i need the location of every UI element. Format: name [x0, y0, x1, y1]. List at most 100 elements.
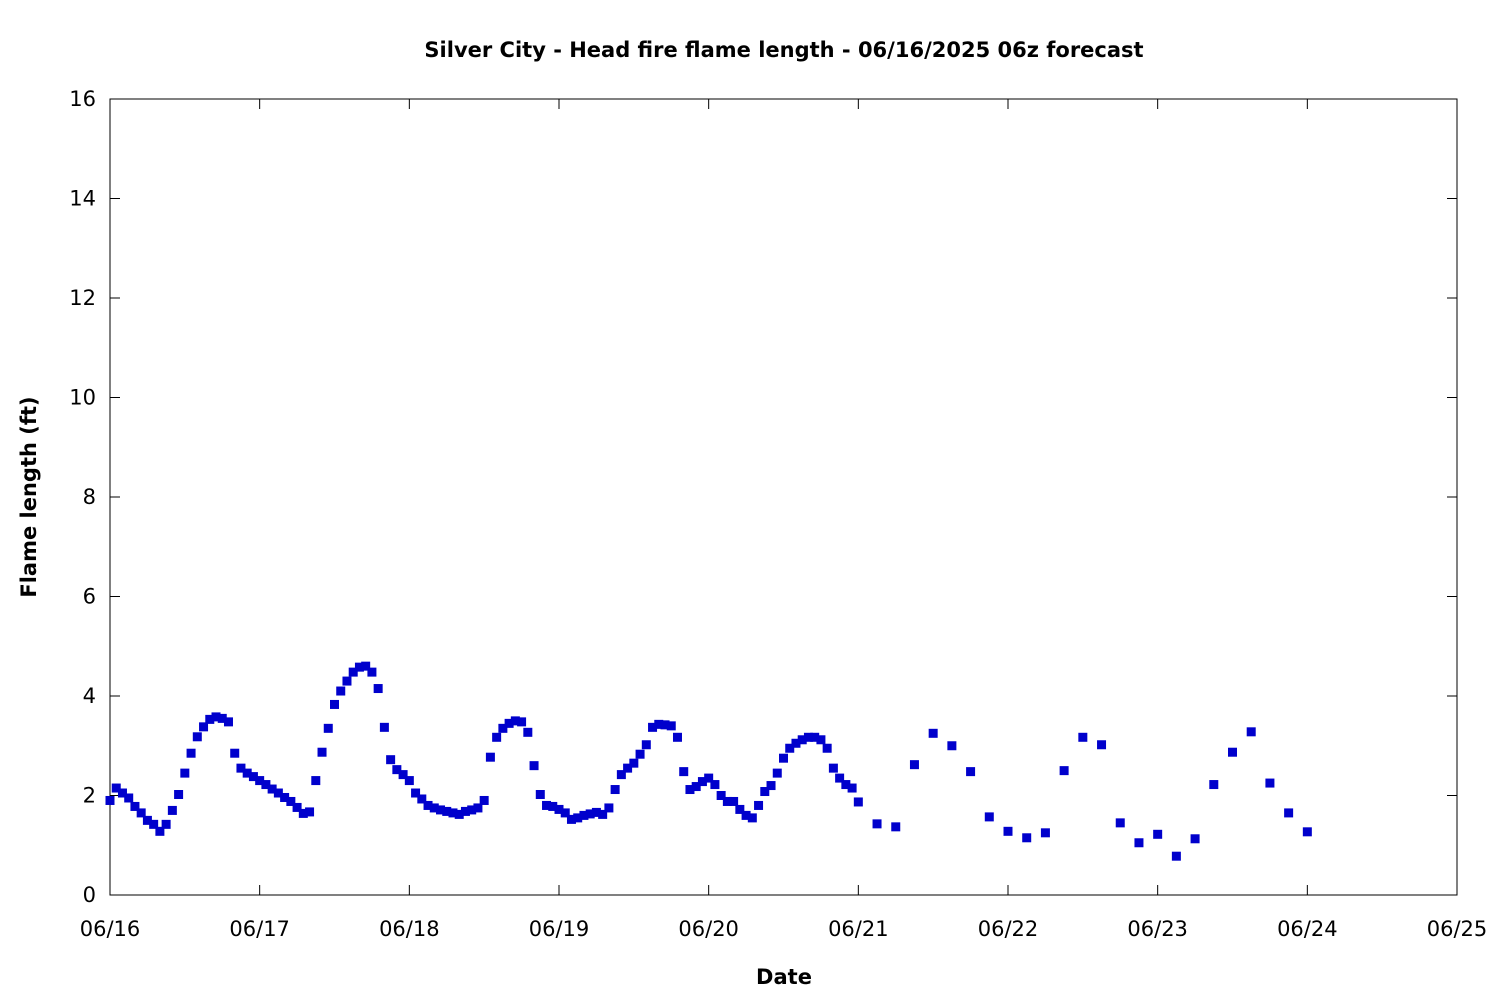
data-point	[754, 800, 764, 810]
x-tick-label: 06/23	[1127, 917, 1188, 941]
data-point	[136, 808, 146, 818]
data-point	[835, 773, 845, 783]
data-point	[373, 684, 383, 694]
data-point	[236, 763, 246, 773]
data-point	[660, 720, 670, 730]
data-point	[716, 791, 726, 800]
data-point	[1265, 778, 1275, 788]
data-point	[560, 808, 570, 818]
data-point	[1078, 732, 1088, 742]
data-point	[1115, 818, 1125, 828]
data-point	[803, 732, 813, 742]
data-point	[797, 735, 807, 745]
data-point	[598, 809, 608, 819]
data-point	[1040, 828, 1050, 838]
data-point	[348, 667, 358, 677]
data-point	[286, 796, 296, 806]
data-point	[947, 741, 957, 751]
data-point	[523, 727, 533, 737]
data-point	[423, 800, 433, 810]
y-tick-label: 12	[69, 286, 96, 310]
x-tick-label: 06/16	[80, 917, 141, 941]
data-point	[579, 810, 589, 820]
data-point	[492, 732, 502, 742]
data-point	[1059, 766, 1069, 776]
data-point	[691, 782, 701, 792]
chart-title: Silver City - Head fire flame length - 0…	[424, 38, 1143, 62]
data-point	[629, 758, 639, 768]
x-tick-label: 06/18	[379, 917, 440, 941]
data-point	[149, 819, 159, 829]
x-tick-label: 06/25	[1427, 917, 1488, 941]
data-point	[386, 755, 396, 765]
y-tick-label: 10	[69, 386, 96, 410]
data-point	[248, 772, 258, 782]
data-point	[130, 801, 140, 811]
data-point	[354, 662, 364, 672]
data-point	[610, 785, 620, 795]
data-point	[1246, 727, 1256, 737]
data-point	[498, 723, 508, 733]
data-point	[467, 805, 477, 815]
data-point	[1134, 838, 1144, 848]
data-point	[1302, 827, 1312, 837]
data-point	[853, 797, 863, 807]
plot-frame	[109, 98, 1458, 896]
data-point	[517, 717, 527, 727]
data-point	[454, 809, 464, 819]
data-point	[1022, 833, 1032, 843]
data-point	[573, 813, 583, 823]
data-point	[436, 805, 446, 815]
data-point	[323, 723, 333, 733]
data-point	[485, 752, 495, 762]
y-tick-label: 0	[83, 883, 96, 907]
data-point	[111, 783, 121, 793]
data-point	[367, 667, 377, 677]
data-point	[342, 676, 352, 686]
data-point	[298, 808, 308, 818]
data-point	[404, 776, 414, 786]
data-point	[785, 743, 795, 753]
data-point	[174, 790, 184, 800]
data-point	[105, 795, 115, 805]
data-point	[891, 822, 901, 832]
x-tick-label: 06/17	[229, 917, 290, 941]
data-point	[460, 806, 470, 816]
data-point	[591, 807, 601, 817]
data-point	[1228, 747, 1237, 757]
data-point	[654, 719, 664, 729]
data-point	[429, 803, 439, 813]
data-point	[336, 686, 346, 696]
data-points	[105, 661, 1312, 861]
data-point	[1190, 834, 1200, 844]
data-point	[542, 800, 552, 810]
data-point	[841, 780, 851, 790]
data-point	[292, 802, 302, 812]
data-point	[909, 760, 919, 770]
data-point	[822, 743, 832, 753]
y-tick-label: 8	[83, 485, 96, 509]
data-point	[1209, 780, 1219, 790]
data-point	[741, 810, 751, 820]
data-point	[510, 716, 520, 726]
data-point	[255, 776, 265, 786]
x-tick-label: 06/24	[1277, 917, 1338, 941]
data-point	[722, 796, 732, 806]
data-point	[685, 785, 695, 795]
data-point	[117, 788, 127, 798]
data-point	[280, 792, 290, 802]
y-tick-label: 16	[69, 87, 96, 111]
x-tick-label: 06/22	[978, 917, 1039, 941]
data-point	[772, 768, 782, 778]
data-point	[810, 732, 820, 742]
data-point	[554, 804, 564, 814]
data-point	[828, 763, 838, 773]
data-point	[1097, 740, 1107, 750]
data-point	[317, 747, 327, 757]
data-point	[710, 780, 720, 790]
data-point	[305, 807, 315, 817]
data-point	[623, 763, 633, 773]
data-point	[398, 770, 408, 780]
data-point	[791, 738, 801, 748]
